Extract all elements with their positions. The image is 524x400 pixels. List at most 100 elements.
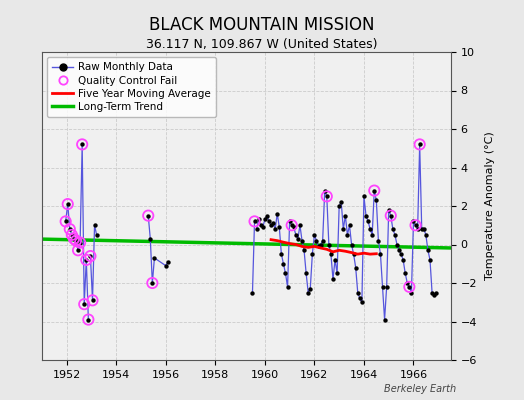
Point — [316, 241, 325, 248]
Point — [148, 280, 157, 286]
Point — [418, 226, 426, 232]
Point — [61, 218, 70, 225]
Point — [74, 247, 82, 254]
Point — [277, 251, 286, 257]
Point — [405, 284, 413, 290]
Point — [257, 222, 265, 228]
Point — [76, 239, 84, 246]
Point — [372, 197, 380, 204]
Raw Monthly Data — [85, 317, 92, 322]
Point — [350, 251, 358, 257]
Point — [360, 193, 368, 200]
Point — [333, 270, 341, 276]
Point — [347, 241, 356, 248]
Raw Monthly Data — [64, 202, 71, 206]
Point — [293, 236, 302, 242]
Point — [92, 232, 101, 238]
Point — [298, 238, 306, 244]
Point — [327, 251, 335, 257]
Point — [393, 241, 401, 248]
Point — [356, 295, 364, 302]
Point — [306, 286, 314, 292]
Point — [387, 212, 395, 219]
Point — [413, 226, 422, 232]
Point — [304, 290, 312, 296]
Point — [144, 212, 152, 219]
Point — [391, 232, 399, 238]
Point — [68, 232, 76, 238]
Point — [80, 301, 89, 307]
Point — [273, 210, 281, 217]
Point — [248, 290, 257, 296]
Point — [337, 199, 345, 205]
Point — [250, 218, 259, 225]
Point — [308, 251, 316, 257]
Point — [325, 241, 333, 248]
Point — [66, 226, 74, 232]
Point — [86, 253, 95, 259]
Point — [345, 222, 354, 228]
Point — [411, 222, 420, 228]
Point — [70, 236, 78, 242]
Point — [275, 224, 283, 230]
Point — [82, 257, 91, 263]
Point — [78, 141, 86, 148]
Raw Monthly Data — [71, 236, 77, 241]
Point — [376, 251, 385, 257]
Point — [63, 201, 72, 207]
Point — [296, 222, 304, 228]
Point — [432, 290, 440, 296]
Point — [426, 257, 434, 263]
Raw Monthly Data — [75, 248, 81, 253]
Point — [288, 222, 296, 228]
Raw Monthly Data — [62, 219, 69, 224]
Point — [358, 299, 366, 306]
Point — [68, 232, 76, 238]
Point — [150, 255, 159, 261]
Point — [424, 247, 432, 254]
Raw Monthly Data — [83, 258, 90, 262]
Point — [401, 270, 409, 276]
Point — [148, 280, 157, 286]
Point — [428, 290, 436, 296]
Point — [66, 226, 74, 232]
Point — [288, 222, 296, 228]
Point — [383, 284, 391, 290]
Raw Monthly Data — [69, 232, 75, 237]
Point — [335, 203, 343, 209]
Point — [420, 226, 428, 232]
Point — [321, 187, 329, 194]
Point — [323, 193, 331, 200]
Raw Monthly Data — [73, 238, 79, 243]
Point — [259, 224, 267, 230]
Point — [422, 232, 430, 238]
Point — [416, 141, 424, 148]
Line: Raw Monthly Data: Raw Monthly Data — [66, 144, 89, 320]
Point — [385, 207, 393, 213]
Point — [250, 218, 259, 225]
Point — [63, 201, 72, 207]
Point — [271, 226, 279, 232]
Point — [389, 226, 397, 232]
Point — [281, 270, 290, 276]
Raw Monthly Data — [81, 302, 88, 306]
Point — [339, 226, 347, 232]
Point — [354, 290, 362, 296]
Point — [364, 218, 372, 225]
Point — [84, 316, 93, 323]
Point — [78, 141, 86, 148]
Text: 36.117 N, 109.867 W (United States): 36.117 N, 109.867 W (United States) — [146, 38, 378, 51]
Point — [292, 232, 300, 238]
Point — [290, 224, 298, 230]
Point — [403, 280, 411, 286]
Point — [76, 239, 84, 246]
Point — [407, 290, 416, 296]
Raw Monthly Data — [79, 142, 85, 147]
Point — [395, 247, 403, 254]
Point — [72, 238, 80, 244]
Point — [74, 247, 82, 254]
Point — [279, 260, 288, 267]
Point — [374, 238, 383, 244]
Point — [368, 232, 376, 238]
Raw Monthly Data — [67, 227, 73, 232]
